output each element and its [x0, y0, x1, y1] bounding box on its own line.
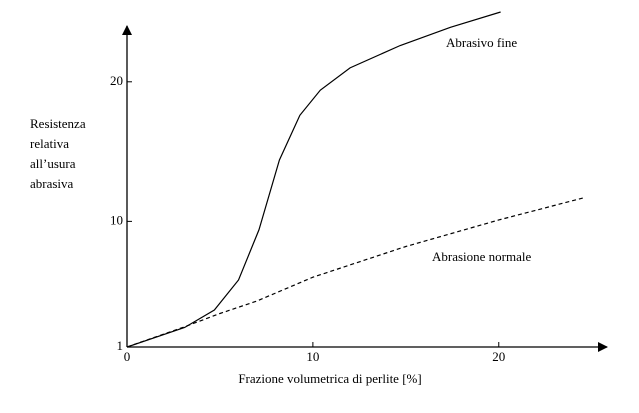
y-axis-label: abrasiva: [30, 176, 74, 191]
x-tick-label: 10: [306, 349, 319, 364]
series-label: Abrasione normale: [432, 249, 532, 264]
y-tick-label: 10: [110, 212, 123, 227]
series-label: Abrasivo fine: [446, 35, 517, 50]
x-tick-label: 0: [124, 349, 131, 364]
y-axis-label: relativa: [30, 136, 69, 151]
series-line: [126, 11, 501, 348]
y-tick-label: 20: [110, 73, 123, 88]
series-line: [126, 197, 585, 348]
x-axis-label: Frazione volumetrica di perlite [%]: [238, 371, 421, 386]
y-tick-label: 1: [117, 338, 124, 353]
y-axis-label: all’usura: [30, 156, 76, 171]
x-tick-label: 20: [492, 349, 505, 364]
y-axis-label: Resistenza: [30, 116, 86, 131]
